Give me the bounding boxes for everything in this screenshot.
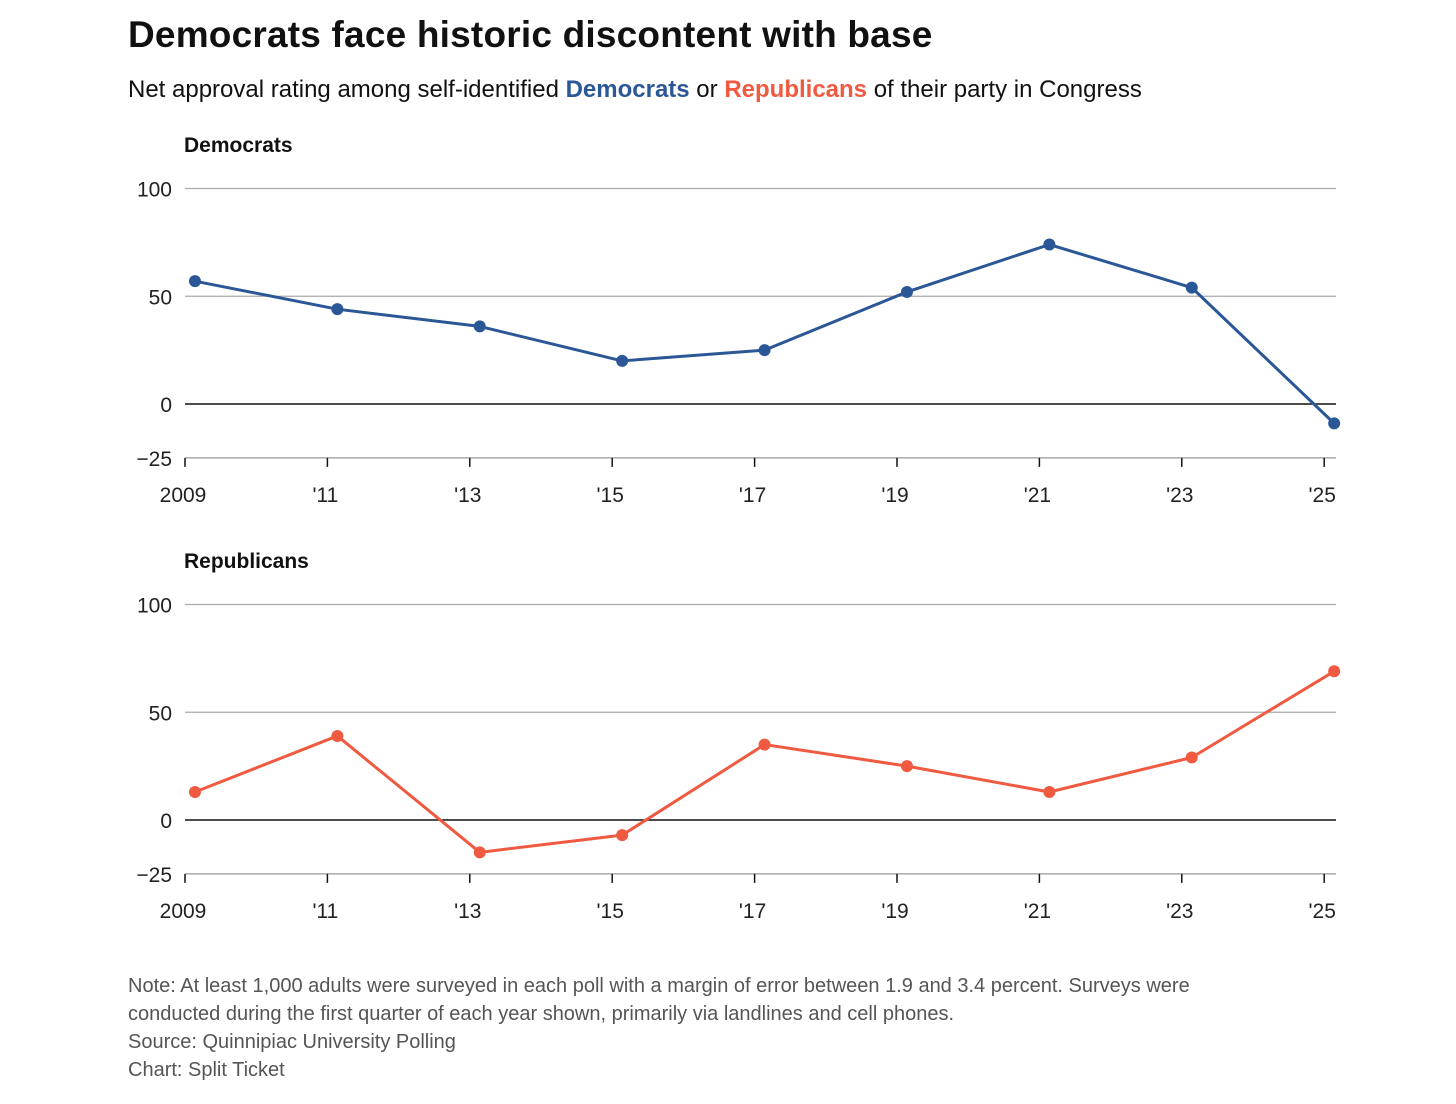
chart-subtitle: Net approval rating among self-identifie… [128, 76, 1142, 104]
republicans-x-tick-label: 2009 [160, 900, 207, 923]
subtitle-text: of their party in Congress [867, 76, 1142, 103]
democrats-data-point [1328, 417, 1341, 430]
chart-title: Democrats face historic discontent with … [128, 14, 933, 55]
panel-title-republicans: Republicans [184, 550, 309, 573]
republicans-y-tick-label: −25 [136, 864, 172, 887]
note-line-2: conducted during the first quarter of ea… [128, 1003, 955, 1025]
republicans-data-point [900, 760, 913, 773]
republicans-data-point [1043, 785, 1056, 798]
democrats-data-point [473, 320, 486, 333]
subtitle-democrats: Democrats [565, 76, 690, 103]
republicans-y-tick-label: 100 [137, 595, 172, 618]
panel-title-democrats: Democrats [184, 134, 293, 157]
democrats-data-point [1185, 281, 1198, 294]
democrats-x-tick-label: '25 [1309, 484, 1336, 507]
republicans-x-tick-label: '15 [597, 900, 624, 923]
democrats-x-tick-label: '17 [739, 484, 766, 507]
subtitle-republicans: Republicans [724, 76, 868, 103]
democrats-data-point [758, 344, 771, 357]
republicans-data-point [1185, 751, 1198, 764]
democrats-x-tick-label: 2009 [160, 484, 207, 507]
democrats-x-tick-label: '21 [1024, 484, 1051, 507]
democrats-data-point [1043, 238, 1056, 251]
democrats-series-line [194, 243, 1336, 425]
chart-credit: Chart: Split Ticket [128, 1059, 285, 1081]
republicans-data-point [473, 846, 486, 859]
republicans-data-point [758, 738, 771, 751]
democrats-y-tick-label: 0 [160, 394, 172, 417]
democrats-x-tick-label: '15 [597, 484, 624, 507]
democrats-x-tick-label: '13 [454, 484, 481, 507]
democrats-y-tick-label: 100 [137, 179, 172, 202]
democrats-data-point [331, 303, 344, 316]
subtitle-text: Net approval rating among self-identifie… [128, 76, 566, 103]
note-line-1: Note: At least 1,000 adults were surveye… [128, 975, 1190, 997]
democrats-y-tick-label: −25 [136, 448, 172, 471]
republicans-x-tick-label: '17 [739, 900, 766, 923]
democrats-y-tick-label: 50 [149, 286, 172, 309]
republicans-data-point [1328, 665, 1341, 678]
republicans-series-line [194, 670, 1335, 854]
democrats-data-point [616, 354, 629, 367]
democrats-x-tick-label: '19 [881, 484, 908, 507]
chart-notes: Note: At least 1,000 adults were surveye… [128, 972, 1348, 1084]
republicans-x-tick-label: '23 [1166, 900, 1193, 923]
republicans-x-tick-label: '11 [312, 900, 338, 923]
republicans-data-point [616, 829, 629, 842]
republicans-x-tick-label: '21 [1024, 900, 1051, 923]
subtitle-text: or [689, 76, 725, 103]
republicans-x-tick-label: '19 [881, 900, 908, 923]
republicans-data-point [331, 729, 344, 742]
republicans-data-point [188, 785, 201, 798]
republicans-y-tick-label: 0 [160, 810, 172, 833]
democrats-data-point [188, 275, 201, 288]
republicans-y-tick-label: 50 [149, 702, 172, 725]
republicans-x-tick-label: '25 [1309, 900, 1336, 923]
republicans-x-tick-label: '13 [454, 900, 481, 923]
line-charts: 100 50 0 −25 2009 '11 '13 '15 '17 '19 '21 '23 '25 100… [136, 179, 1341, 923]
democrats-x-tick-label: '11 [312, 484, 338, 507]
democrats-x-tick-label: '23 [1166, 484, 1193, 507]
democrats-data-point [900, 285, 913, 298]
source-note: Source: Quinnipiac University Polling [128, 1031, 456, 1053]
